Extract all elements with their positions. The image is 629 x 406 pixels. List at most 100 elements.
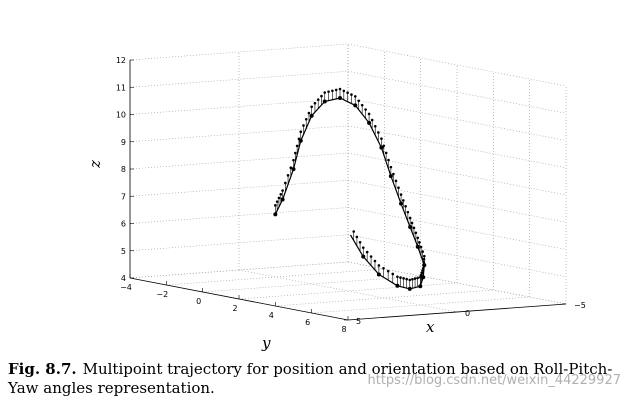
grid-line bbox=[347, 125, 567, 169]
frame-marker bbox=[370, 118, 374, 122]
grid-line bbox=[129, 261, 349, 279]
frame-marker bbox=[399, 193, 403, 196]
frame-marker bbox=[408, 278, 412, 282]
trajectory-point bbox=[395, 283, 400, 288]
grid-line bbox=[311, 296, 530, 314]
frame-marker bbox=[402, 199, 405, 202]
y-tick-label: 8 bbox=[341, 325, 346, 334]
frame-marker bbox=[399, 276, 402, 279]
frame-marker bbox=[331, 89, 334, 93]
frame-marker bbox=[327, 90, 330, 93]
trajectory-point bbox=[338, 96, 343, 101]
frame-marker bbox=[307, 111, 311, 115]
grid-line bbox=[129, 125, 349, 143]
grid-line bbox=[129, 152, 349, 170]
trajectory-point bbox=[421, 275, 426, 280]
frame-marker bbox=[313, 101, 317, 105]
frame-marker bbox=[295, 144, 299, 148]
trajectory-point bbox=[422, 263, 427, 268]
trajectory-point bbox=[388, 174, 393, 179]
frame-marker bbox=[416, 236, 420, 240]
frame-marker bbox=[377, 264, 381, 267]
frame-marker bbox=[320, 94, 323, 98]
frame-marker bbox=[384, 151, 388, 155]
grid-line bbox=[238, 269, 458, 313]
trajectory-point bbox=[407, 286, 412, 291]
grid-line bbox=[166, 268, 385, 286]
frame-marker bbox=[421, 266, 425, 270]
frame-marker bbox=[419, 245, 423, 249]
frame-marker bbox=[404, 204, 407, 208]
frame-marker bbox=[387, 158, 390, 162]
frame-marker bbox=[357, 99, 361, 103]
grid-line bbox=[129, 179, 349, 197]
frame-marker bbox=[338, 87, 342, 91]
z-tick-label: 4 bbox=[121, 274, 126, 283]
frame-marker bbox=[274, 204, 277, 207]
trajectory-3d-chart: 4 5 6 7 8 9 10 11 12 −4 −2 0 2 4 6 8 5 0 −5 z y x bbox=[86, 43, 586, 352]
z-tick-label: 7 bbox=[121, 192, 126, 201]
frame-marker bbox=[419, 273, 423, 277]
frame-marker bbox=[316, 98, 320, 101]
frame-marker bbox=[352, 230, 356, 233]
x-tick-label: −5 bbox=[574, 301, 586, 310]
watermark: https://blog.csdn.net/weixin_44229927 bbox=[367, 373, 621, 388]
frame-marker bbox=[413, 277, 417, 280]
caption-text: Multipoint trajectory for position and o… bbox=[8, 360, 613, 397]
grid-line bbox=[347, 98, 567, 141]
grid-line bbox=[129, 43, 349, 61]
frame-marker bbox=[323, 91, 327, 94]
y-axis-ticks: −4 −2 0 2 4 6 8 bbox=[120, 274, 349, 334]
frame-marker bbox=[418, 241, 421, 244]
frame-marker bbox=[377, 131, 380, 134]
grid-line bbox=[129, 98, 349, 115]
frame-marker bbox=[353, 95, 357, 98]
trajectory-point bbox=[367, 120, 372, 125]
z-tick-label: 12 bbox=[116, 56, 126, 65]
z-tick-label: 9 bbox=[121, 138, 126, 147]
trajectory-point bbox=[273, 212, 278, 217]
frame-marker bbox=[279, 192, 283, 196]
trajectory-point bbox=[361, 254, 366, 259]
frame-marker bbox=[382, 144, 386, 148]
frame-marker bbox=[411, 277, 414, 281]
frame-marker bbox=[358, 240, 362, 244]
y-tick-label: −4 bbox=[120, 283, 132, 292]
frame-marker bbox=[277, 196, 281, 200]
z-axis-label: z bbox=[86, 160, 104, 169]
frame-marker bbox=[402, 277, 405, 280]
x-axis-label: x bbox=[426, 318, 435, 336]
frame-marker bbox=[422, 260, 426, 264]
y-tick-label: −2 bbox=[156, 290, 168, 299]
frame-marker bbox=[416, 276, 419, 280]
chart-grid bbox=[129, 43, 567, 321]
frame-marker bbox=[281, 189, 284, 192]
frame-marker bbox=[420, 271, 424, 275]
grid-line bbox=[347, 70, 567, 114]
y-tick-label: 6 bbox=[305, 318, 310, 327]
frame-marker bbox=[410, 221, 414, 225]
grid-line bbox=[347, 261, 567, 305]
trajectory-point bbox=[280, 197, 285, 202]
y-tick-label: 4 bbox=[269, 311, 274, 320]
y-tick-label: 0 bbox=[196, 297, 201, 306]
trajectory-point bbox=[309, 113, 314, 118]
frame-marker bbox=[397, 186, 400, 190]
frame-marker bbox=[289, 166, 293, 170]
frame-marker bbox=[346, 91, 349, 95]
frame-marker bbox=[299, 130, 303, 134]
trajectory-series bbox=[273, 87, 427, 291]
y-axis-label: y bbox=[261, 334, 271, 352]
frame-marker bbox=[369, 255, 373, 258]
grid-line bbox=[238, 282, 458, 300]
trajectory-point bbox=[353, 103, 358, 108]
grid-line bbox=[129, 234, 349, 252]
frame-marker bbox=[419, 275, 422, 279]
z-tick-label: 6 bbox=[121, 220, 126, 229]
figure-caption: Fig. 8.7. Multipoint trajectory for posit… bbox=[8, 360, 620, 398]
frame-marker bbox=[361, 246, 365, 249]
frame-marker bbox=[392, 172, 395, 176]
frame-marker bbox=[405, 277, 408, 281]
frame-marker bbox=[342, 89, 346, 93]
trajectory-point bbox=[408, 224, 413, 229]
